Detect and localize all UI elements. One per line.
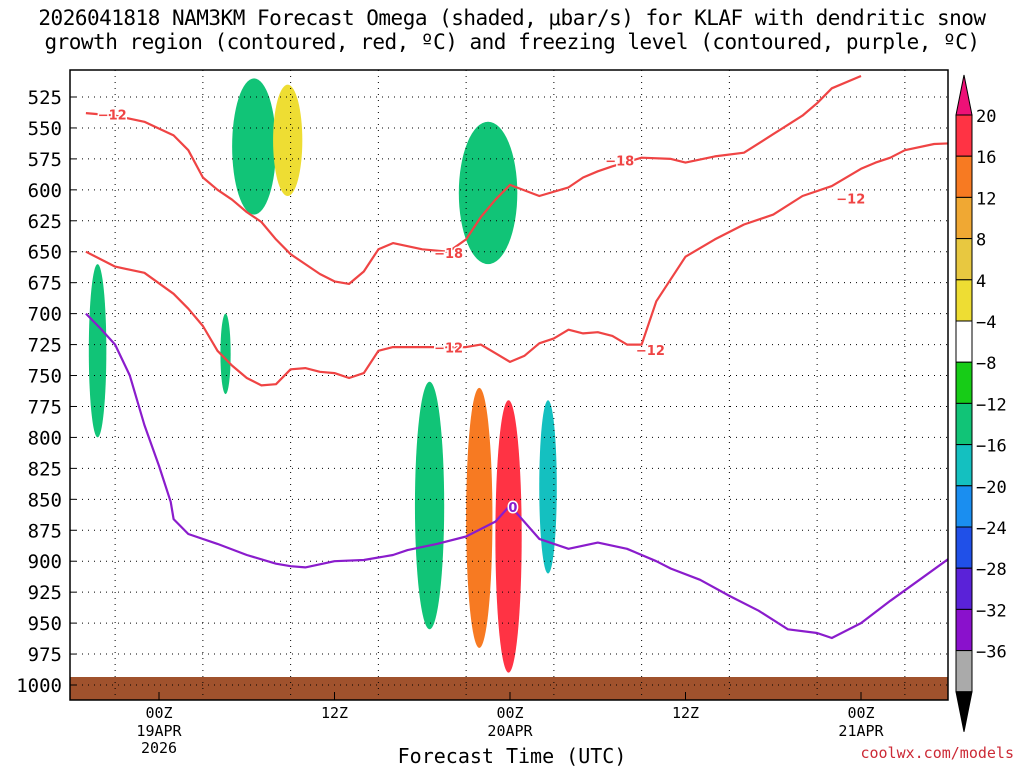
colorbar-label-10: −24 — [976, 519, 1007, 539]
colorbar-label-3: 8 — [976, 231, 986, 251]
y-tick-label-550: 550 — [28, 118, 62, 140]
title-line-1: 2026041818 NAM3KM Forecast Omega (shaded… — [38, 6, 986, 30]
y-tick-label-775: 775 — [28, 396, 62, 418]
x-tick-label-0: 00Z — [145, 704, 172, 722]
contours — [85, 74, 948, 640]
x-tick-date-4: 21APR — [838, 722, 884, 740]
ground-band — [70, 677, 948, 700]
colorbar-swatch-5 — [955, 320, 973, 363]
y-tick-label-650: 650 — [28, 242, 62, 264]
plot-frame — [69, 69, 949, 701]
colorbar-label-13: −36 — [976, 643, 1007, 663]
contour-labels: −12 −18 −12 −18 −12 −12 0 — [96, 107, 867, 517]
omega-region-6 — [458, 121, 518, 265]
y-tick-label-800: 800 — [28, 427, 62, 449]
contour-3 — [85, 312, 948, 640]
y-tick-label-875: 875 — [28, 520, 62, 542]
colorbar-swatch-0 — [955, 114, 973, 157]
colorbar-swatch-4 — [955, 279, 973, 322]
surface-band — [70, 677, 948, 700]
y-tick-label-675: 675 — [28, 273, 62, 295]
y-tick-label-625: 625 — [28, 211, 62, 233]
colorbar-swatch-6 — [955, 361, 973, 404]
colorbar-swatch-13 — [955, 650, 973, 693]
x-tick-label-4: 00Z — [847, 704, 874, 722]
colorbar-label-5: −4 — [976, 313, 996, 333]
x-tick-label-1: 12Z — [321, 704, 348, 722]
y-tick-label-750: 750 — [28, 366, 62, 388]
contour-label-1: −12 — [98, 109, 127, 124]
contour-label-5: −12 — [434, 341, 463, 356]
contour-label-2: −18 — [605, 154, 634, 169]
colorbar-label-7: −12 — [976, 395, 1007, 415]
colorbar-bottom-arrow — [955, 691, 973, 732]
x-axis-label: Forecast Time (UTC) — [397, 744, 627, 768]
colorbar-swatch-10 — [955, 526, 973, 569]
contour-label-7: 0 — [508, 501, 517, 516]
colorbar-swatch-8 — [955, 444, 973, 487]
x-tick-date-2: 20APR — [487, 722, 533, 740]
colorbar-label-0: 20 — [976, 107, 996, 127]
colorbar-label-4: 4 — [976, 272, 986, 292]
y-tick-label-950: 950 — [28, 613, 62, 635]
x-tick-label-2: 00Z — [496, 704, 523, 722]
colorbar-label-9: −20 — [976, 478, 1007, 498]
omega-region-8 — [495, 400, 522, 673]
title-line-2: growth region (contoured, red, ºC) and f… — [44, 30, 980, 54]
y-tick-label-1000: 1000 — [16, 675, 62, 697]
x-tick-label-3: 12Z — [672, 704, 699, 722]
colorbar-swatch-9 — [955, 485, 973, 528]
y-tick-label-900: 900 — [28, 551, 62, 573]
y-tick-label-700: 700 — [28, 304, 62, 326]
contour-label-4: −18 — [434, 247, 463, 262]
colorbar-label-2: 12 — [976, 189, 996, 209]
colorbar-swatch-7 — [955, 402, 973, 446]
contour-label-3: −12 — [836, 193, 865, 208]
omega-region-1 — [88, 264, 107, 438]
colorbar-label-11: −28 — [976, 560, 1007, 580]
colorbar-swatch-3 — [955, 238, 973, 281]
y-tick-label-725: 725 — [28, 335, 62, 357]
colorbar-label-12: −32 — [976, 601, 1007, 621]
omega-region-5 — [414, 381, 445, 630]
contour-2 — [85, 142, 948, 387]
grid — [70, 70, 948, 700]
colorbar-swatch-12 — [955, 608, 973, 652]
colorbar-label-8: −16 — [976, 437, 1007, 457]
colorbar-label-6: −8 — [976, 354, 996, 374]
colorbar-swatch-1 — [955, 155, 973, 198]
y-tick-label-825: 825 — [28, 458, 62, 480]
colorbar-swatch-2 — [955, 196, 973, 240]
credit-text[interactable]: coolwx.com/models — [860, 744, 1014, 762]
omega-region-7 — [466, 387, 493, 648]
y-tick-label-525: 525 — [28, 87, 62, 109]
y-tick-label-600: 600 — [28, 180, 62, 202]
omega-shading — [88, 78, 557, 673]
y-tick-label-975: 975 — [28, 644, 62, 666]
chart-title: 2026041818 NAM3KM Forecast Omega (shaded… — [0, 6, 1024, 54]
y-tick-label-925: 925 — [28, 582, 62, 604]
contour-1 — [85, 74, 862, 285]
y-tick-label-850: 850 — [28, 489, 62, 511]
omega-region-3 — [232, 78, 276, 215]
x-tick-date-0: 19APR — [136, 722, 182, 740]
omega-region-4 — [273, 84, 303, 197]
x-tick-year-0: 2026 — [141, 739, 177, 757]
y-tick-label-575: 575 — [28, 149, 62, 171]
contour-label-6: −12 — [636, 344, 665, 359]
omega-region-9 — [539, 400, 557, 574]
y-axis: 525 550 575 600 625 650 675 700 725 750 775 800 825 8… — [16, 87, 76, 697]
colorbar-top-arrow — [955, 74, 973, 116]
colorbar: 20 16 12 8 4 −4 −8 −12 −16 −20 −24 −28 −32 −36 — [955, 74, 1007, 732]
omega-region-2 — [220, 313, 231, 395]
colorbar-label-1: 16 — [976, 148, 996, 168]
colorbar-swatch-11 — [955, 567, 973, 610]
